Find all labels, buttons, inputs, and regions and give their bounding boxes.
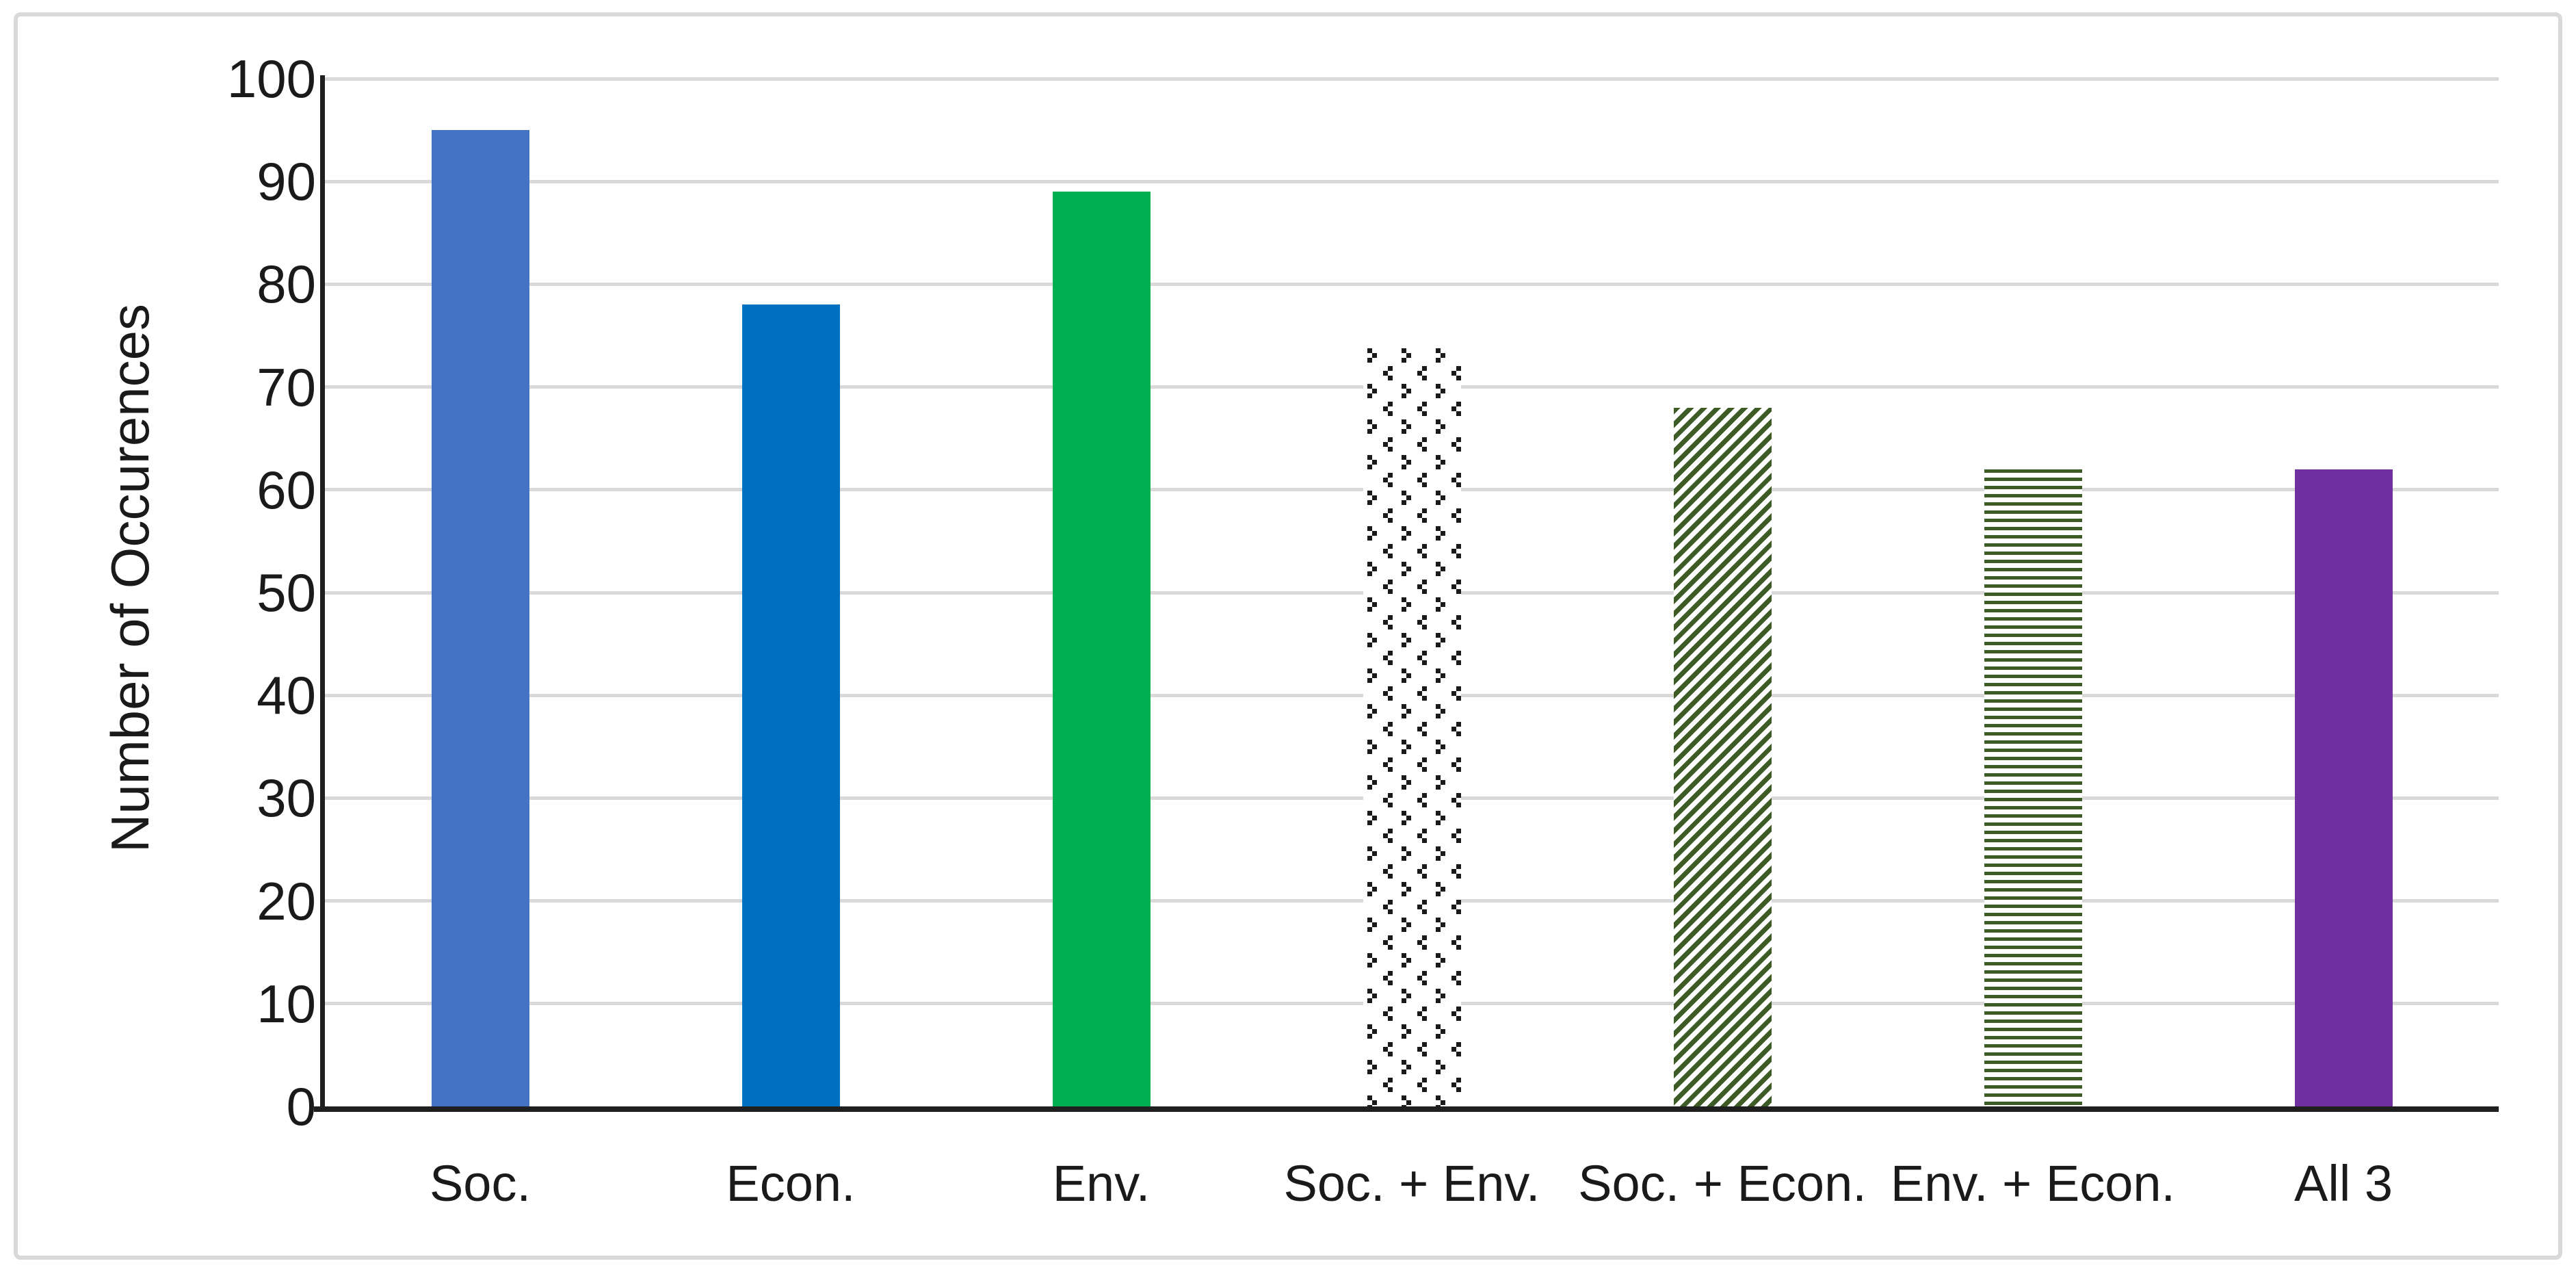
y-tick-label-70: 70 [257, 356, 316, 417]
bar-slot-3 [946, 79, 1257, 1106]
y-tick-label-10: 10 [257, 973, 316, 1034]
y-tick-label-30: 30 [257, 768, 316, 829]
x-axis-line [314, 1106, 2499, 1112]
x-category-label-2: Econ. [726, 1155, 856, 1212]
bar-slot-5 [1567, 79, 1878, 1106]
x-category-label-6: Env. + Econ. [1890, 1155, 2176, 1212]
x-category-label-1: Soc. [429, 1155, 531, 1212]
x-category-label-5: Soc. + Econ. [1578, 1155, 1867, 1212]
x-axis-category-labels: Soc. Econ. Env. Soc. + Env. Soc. + Econ. Env.… [325, 1150, 2499, 1218]
bar-soc-econ [1673, 407, 1772, 1106]
y-tick-label-100: 100 [226, 49, 316, 109]
bar-slot-2 [635, 79, 946, 1106]
gridline-90 [325, 179, 2499, 183]
x-category-label-3: Env. [1052, 1155, 1151, 1212]
bar-econ [741, 304, 840, 1106]
bar-slot-4 [1257, 79, 1567, 1106]
bar-slot-1 [325, 79, 635, 1106]
plot-area [314, 75, 2499, 1112]
bar-slot-7 [2188, 79, 2499, 1106]
y-tick-label-40: 40 [257, 665, 316, 726]
x-category-label-4: Soc. + Env. [1283, 1155, 1540, 1212]
y-tick-label-60: 60 [257, 459, 316, 520]
bar-env-econ [1984, 469, 2082, 1106]
y-axis-line [320, 75, 325, 1112]
bar-all-3 [2294, 469, 2393, 1106]
y-tick-label-80: 80 [257, 254, 316, 315]
bar-series [325, 79, 2499, 1106]
y-tick-label-0: 0 [286, 1076, 316, 1137]
bar-soc [431, 130, 529, 1106]
bar-soc-env [1363, 346, 1461, 1106]
bar-slot-6 [1878, 79, 2188, 1106]
y-tick-label-50: 50 [257, 562, 316, 623]
y-tick-label-90: 90 [257, 151, 316, 212]
gridline-80 [325, 282, 2499, 286]
y-tick-label-20: 20 [257, 870, 316, 931]
bar-env [1052, 192, 1151, 1106]
gridline-100 [325, 77, 2499, 81]
x-category-label-7: All 3 [2294, 1155, 2393, 1212]
